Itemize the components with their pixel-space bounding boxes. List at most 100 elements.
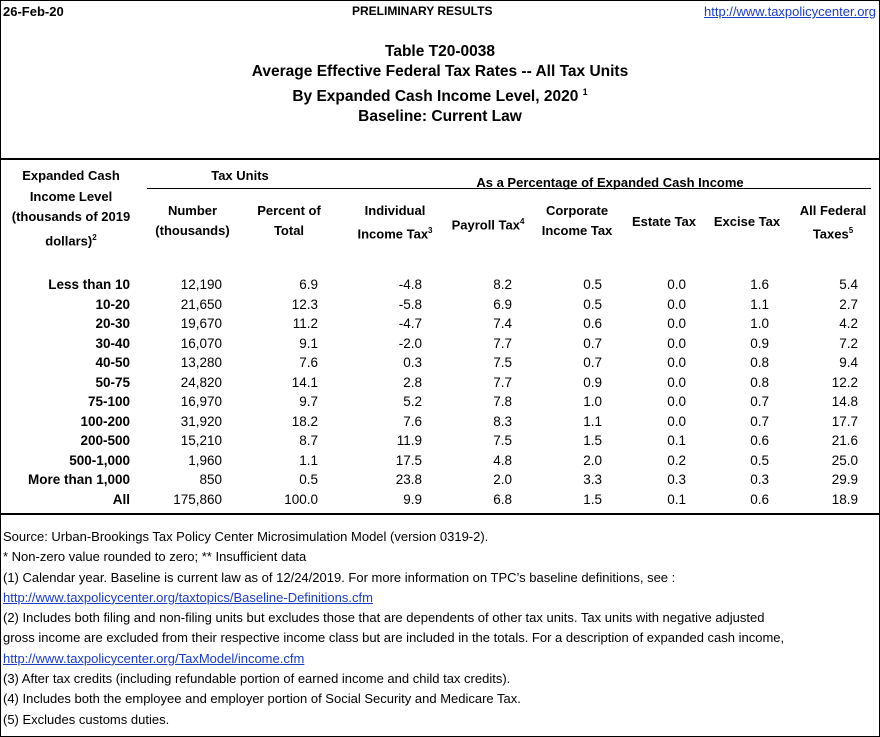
- cell-excise: 0.8: [750, 374, 769, 390]
- cell-percent: 9.7: [299, 394, 318, 409]
- table-row: Less than 10 12,190 6.9 -4.8 8.2 0.5 0.0 1.6 5.4: [0, 277, 880, 297]
- header-individual-footnote: 3: [428, 226, 433, 235]
- cell-estate: 0.1: [667, 433, 686, 448]
- cell-percent: 11.2: [292, 316, 318, 331]
- cell-estate: 0.0: [667, 355, 686, 370]
- row-income-level: Less than 10: [48, 277, 130, 292]
- cell-number: 175,860: [173, 491, 222, 507]
- cell-percent: 6.9: [299, 277, 318, 292]
- income-definition-link[interactable]: http://www.taxpolicycenter.org/TaxModel/…: [3, 650, 305, 666]
- header-allfed-line2-text: Taxes: [812, 226, 849, 242]
- header-corporate-line2: Income Tax: [541, 223, 613, 238]
- header-payroll-tax: Payroll Tax4: [443, 212, 533, 235]
- cell-percent: 1.1: [299, 452, 318, 468]
- baseline-label: Baseline: Current Law: [358, 108, 522, 126]
- cell-number: 31,920: [180, 413, 222, 429]
- cell-payroll: 8.3: [493, 413, 512, 429]
- header-payroll-footnote: 4: [519, 217, 525, 226]
- cell-estate: 0.0: [667, 296, 686, 312]
- cell-individual: -4.8: [398, 277, 422, 292]
- cell-excise: 0.9: [750, 335, 769, 351]
- header-number: Number (thousands): [150, 201, 235, 241]
- baseline-definitions-link[interactable]: http://www.taxpolicycenter.org/taxtopics…: [3, 589, 373, 605]
- cell-estate: 0.0: [667, 316, 686, 331]
- cell-number: 13,280: [180, 355, 222, 370]
- cell-individual: 2.8: [403, 374, 422, 390]
- preliminary-results-label: PRELIMINARY RESULTS: [352, 4, 493, 18]
- cell-all-federal: 5.4: [839, 277, 858, 292]
- cell-corporate: 0.9: [583, 374, 602, 390]
- header-all-federal-taxes: All Federal Taxes5: [790, 201, 876, 244]
- header-number-line2: (thousands): [155, 223, 230, 238]
- cell-corporate: 1.1: [583, 413, 602, 429]
- cell-number: 21,650: [180, 296, 222, 312]
- cell-number: 16,070: [180, 335, 222, 351]
- cell-corporate: 0.7: [583, 355, 602, 370]
- cell-payroll: 4.8: [493, 452, 512, 468]
- cell-estate: 0.1: [667, 491, 686, 507]
- header-percent-of-total: Percent of Total: [245, 201, 333, 241]
- header-income-level: Expanded Cash Income Level (thousands of…: [0, 166, 142, 251]
- row-income-level: 30-40: [95, 335, 130, 351]
- header-allfed-footnote: 5: [848, 226, 854, 235]
- subtitle-footnote: 1: [582, 87, 588, 97]
- cell-all-federal: 21.6: [831, 433, 858, 448]
- header-percent-line2: Total: [273, 223, 305, 238]
- cell-individual: 17.5: [395, 452, 422, 468]
- cell-payroll: 7.7: [493, 374, 512, 390]
- cell-number: 12,190: [180, 277, 222, 292]
- cell-number: 19,670: [180, 316, 222, 331]
- header-individual-income-tax: Individual Income Tax3: [350, 201, 440, 244]
- cell-percent: 14.1: [291, 374, 318, 390]
- cell-all-federal: 12.2: [831, 374, 858, 390]
- row-income-level: More than 1,000: [27, 472, 130, 487]
- cell-corporate: 1.5: [583, 491, 602, 507]
- cell-estate: 0.0: [667, 394, 686, 409]
- cell-percent: 7.6: [299, 355, 318, 370]
- header-individual-line2-text: Income Tax: [357, 226, 429, 242]
- cell-corporate: 3.3: [583, 472, 602, 487]
- cell-number: 850: [199, 472, 222, 487]
- table-id: Table T20-0038: [385, 43, 495, 60]
- table-row: 100-200 31,920 18.2 7.6 8.3 1.1 0.0 0.7 17.7: [0, 414, 880, 434]
- row-income-level: 75-100: [87, 394, 130, 409]
- cell-all-federal: 4.2: [839, 316, 858, 331]
- row-income-level: 200-500: [80, 433, 130, 448]
- header-individual-line1: Individual: [364, 203, 426, 218]
- header-tax-units-group: Tax Units: [211, 168, 269, 183]
- cell-percent: 9.1: [299, 335, 318, 351]
- header-excise-tax: Excise Tax: [713, 214, 781, 229]
- header-percentage-group: As a Percentage of Expanded Cash Income: [476, 175, 744, 190]
- rounding-note: * Non-zero value rounded to zero; ** Ins…: [3, 549, 307, 565]
- group-header-rule: [147, 188, 871, 189]
- cell-payroll: 6.8: [493, 491, 512, 507]
- cell-payroll: 7.4: [493, 316, 512, 331]
- table-row: 200-500 15,210 8.7 11.9 7.5 1.5 0.1 0.6 21.6: [0, 433, 880, 453]
- cell-estate: 0.3: [667, 472, 686, 487]
- tpc-website-link[interactable]: http://www.taxpolicycenter.org: [704, 4, 876, 19]
- cell-individual: 0.3: [403, 355, 422, 370]
- cell-all-federal: 17.7: [831, 413, 858, 429]
- header-estate-tax: Estate Tax: [631, 214, 697, 229]
- cell-corporate: 0.5: [583, 296, 602, 312]
- header-income-level-line4-text: dollars): [45, 232, 93, 248]
- table-row: 50-75 24,820 14.1 2.8 7.7 0.9 0.0 0.8 12.2: [0, 375, 880, 395]
- cell-percent: 12.3: [291, 296, 318, 312]
- cell-corporate: 2.0: [583, 452, 602, 468]
- report-date: 26-Feb-20: [3, 4, 64, 19]
- cell-excise: 1.1: [750, 296, 769, 312]
- header-income-level-line1: Expanded Cash: [22, 168, 120, 183]
- cell-number: 1,960: [188, 452, 222, 468]
- cell-all-federal: 7.2: [839, 335, 858, 351]
- header-number-line1: Number: [167, 203, 218, 218]
- row-income-level: All: [112, 491, 130, 507]
- table-row: 30-40 16,070 9.1 -2.0 7.7 0.7 0.0 0.9 7.2: [0, 336, 880, 356]
- table-titles: Table T20-0038 Average Effective Federal…: [0, 42, 880, 127]
- table-row: 20-30 19,670 11.2 -4.7 7.4 0.6 0.0 1.0 4.2: [0, 316, 880, 336]
- table-row: 40-50 13,280 7.6 0.3 7.5 0.7 0.0 0.8 9.4: [0, 355, 880, 375]
- cell-payroll: 7.7: [493, 335, 512, 351]
- row-income-level: 100-200: [80, 413, 130, 429]
- cell-estate: 0.0: [667, 413, 686, 429]
- source-note: Source: Urban-Brookings Tax Policy Cente…: [3, 529, 489, 544]
- cell-excise: 0.6: [750, 491, 769, 507]
